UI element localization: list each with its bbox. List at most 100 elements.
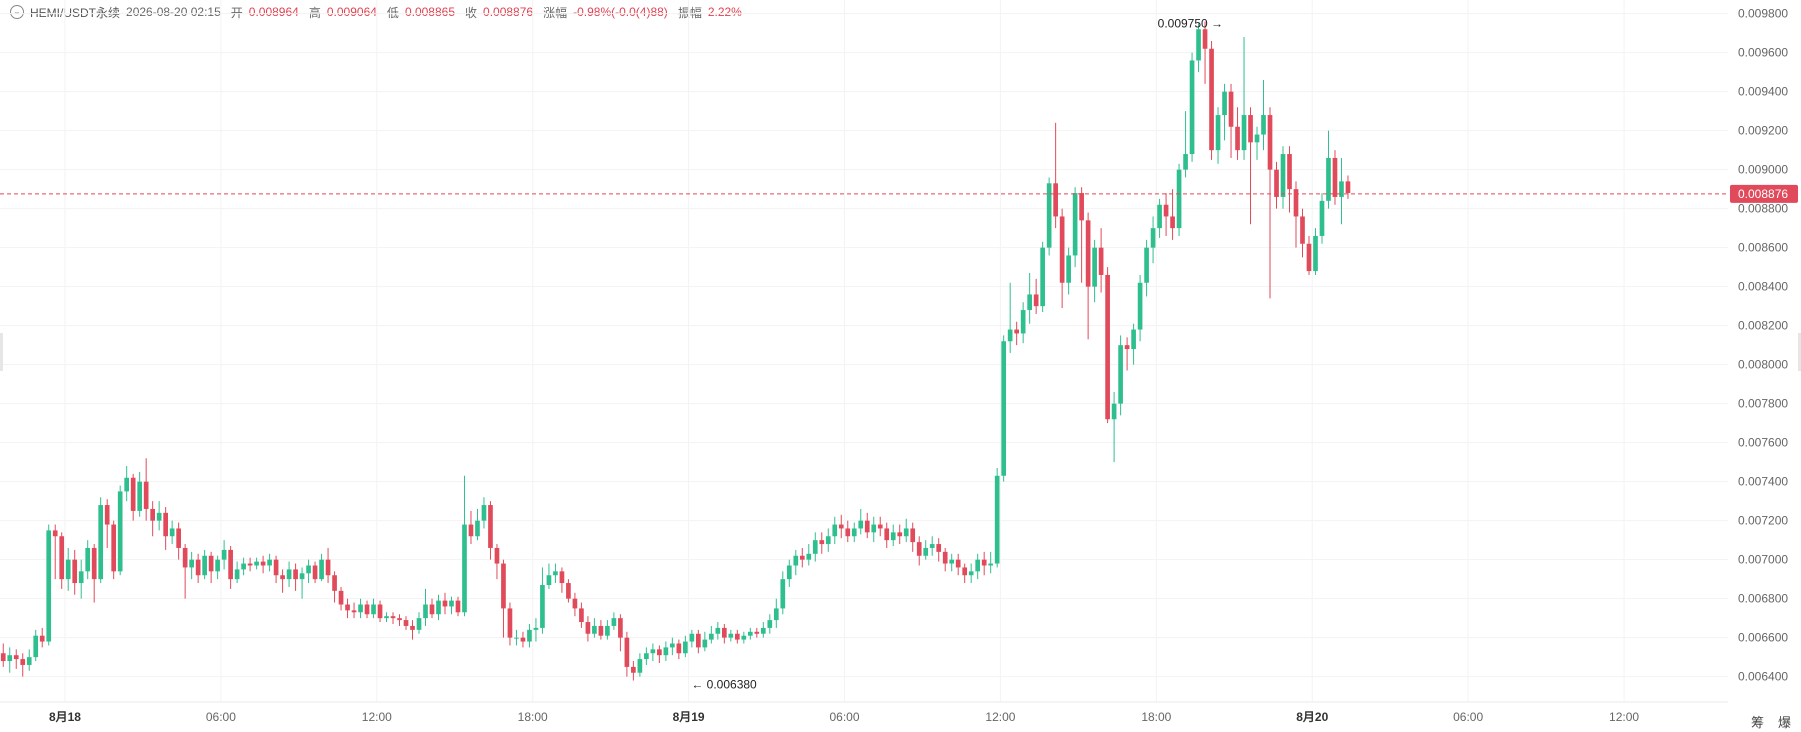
chevron-down-icon[interactable]: ⌄	[10, 5, 24, 19]
x-tick-label: 12:00	[362, 710, 392, 724]
candle-body	[702, 639, 708, 648]
candle-body	[0, 653, 6, 662]
candle-body	[631, 666, 636, 673]
right-panel-handle[interactable]	[1798, 333, 1801, 371]
candle-body	[767, 620, 773, 628]
y-tick-label: 0.009400	[1738, 85, 1788, 99]
y-tick-label: 0.009600	[1738, 46, 1788, 60]
candle-body	[1241, 115, 1247, 151]
candle-body	[1027, 294, 1032, 311]
candle-body	[579, 608, 584, 623]
candle-body	[46, 530, 52, 642]
amplitude-label: 振幅	[677, 5, 702, 20]
candle-body	[1261, 115, 1266, 135]
y-tick-label: 0.006800	[1738, 592, 1788, 606]
candle-body	[1339, 181, 1344, 197]
change-label: 涨幅	[543, 5, 568, 20]
candle-body	[1176, 169, 1182, 229]
low-value: 0.008865	[404, 5, 455, 19]
candle-body	[981, 559, 987, 566]
candle-body	[494, 547, 500, 564]
candle-body	[319, 559, 324, 580]
candle-body	[1345, 181, 1351, 194]
candle-body	[1098, 247, 1104, 275]
candle-body	[611, 618, 617, 626]
candle-body	[351, 610, 357, 613]
left-panel-handle[interactable]	[0, 333, 3, 371]
candle-body	[618, 618, 623, 638]
candle-body	[254, 561, 259, 566]
candle-body	[455, 600, 461, 613]
candle-body	[760, 627, 766, 634]
candle-body	[1274, 169, 1279, 197]
symbol-label: HEMI/USDT永续	[30, 5, 121, 20]
candle-body	[968, 571, 974, 576]
candle-body	[923, 547, 929, 556]
candle-body	[936, 544, 942, 552]
candle-body	[1248, 115, 1253, 143]
candle-body	[1306, 243, 1312, 272]
candle-body	[1040, 247, 1045, 307]
candle-body	[189, 559, 194, 568]
candle-body	[176, 528, 181, 548]
candle-body	[85, 547, 91, 572]
candle-body	[286, 569, 292, 580]
min-price-annotation: ← 0.006380	[691, 678, 757, 692]
candle-body	[124, 477, 130, 492]
candle-body	[507, 608, 513, 638]
candle-body	[273, 559, 279, 576]
candle-body	[799, 555, 805, 560]
candle-body	[462, 524, 467, 613]
candle-body	[384, 616, 389, 619]
candle-body	[241, 563, 246, 570]
candle-body	[169, 528, 175, 537]
candle-body	[403, 620, 409, 626]
candle-body	[637, 659, 643, 673]
candle-body	[26, 657, 32, 665]
candle-body	[20, 659, 26, 665]
low-label: 低	[386, 5, 399, 20]
candle-body	[1235, 126, 1240, 151]
chip-distribution-button[interactable]: 筹	[1750, 715, 1764, 730]
candle-body	[806, 553, 812, 560]
y-tick-label: 0.006600	[1738, 631, 1788, 645]
high-label: 高	[308, 5, 321, 20]
candle-body	[1111, 403, 1117, 420]
y-tick-label: 0.007000	[1738, 553, 1788, 567]
candle-body	[1020, 310, 1026, 334]
candle-body	[397, 618, 402, 621]
candle-body	[663, 647, 669, 656]
candle-body	[1280, 154, 1286, 197]
candle-body	[143, 481, 149, 509]
candle-body	[1170, 216, 1175, 229]
candle-body	[657, 649, 662, 656]
candle-body	[773, 608, 779, 621]
candle-body	[546, 575, 552, 585]
candle-body	[1215, 115, 1221, 151]
candle-body	[825, 536, 831, 545]
candle-body	[514, 637, 519, 639]
candle-body	[553, 571, 558, 576]
candle-body	[1131, 329, 1136, 350]
candle-body	[1209, 48, 1214, 151]
candle-body	[345, 604, 350, 611]
candle-body	[1300, 216, 1305, 244]
candle-body	[501, 563, 506, 609]
candle-body	[1092, 247, 1097, 287]
y-tick-label: 0.007800	[1738, 397, 1788, 411]
candle-body	[325, 559, 331, 576]
candle-body	[741, 635, 747, 640]
candle-body	[1033, 294, 1039, 307]
candle-body	[1118, 345, 1123, 404]
candle-body	[585, 622, 591, 634]
candle-body	[410, 625, 415, 630]
y-tick-label: 0.007200	[1738, 514, 1788, 528]
liquidation-button[interactable]: 爆	[1777, 715, 1791, 730]
candle-body	[234, 569, 240, 580]
candle-body	[195, 559, 201, 576]
candle-body	[877, 524, 883, 529]
candle-body	[202, 555, 207, 576]
high-value: 0.009064	[326, 5, 377, 19]
candle-body	[150, 508, 156, 521]
